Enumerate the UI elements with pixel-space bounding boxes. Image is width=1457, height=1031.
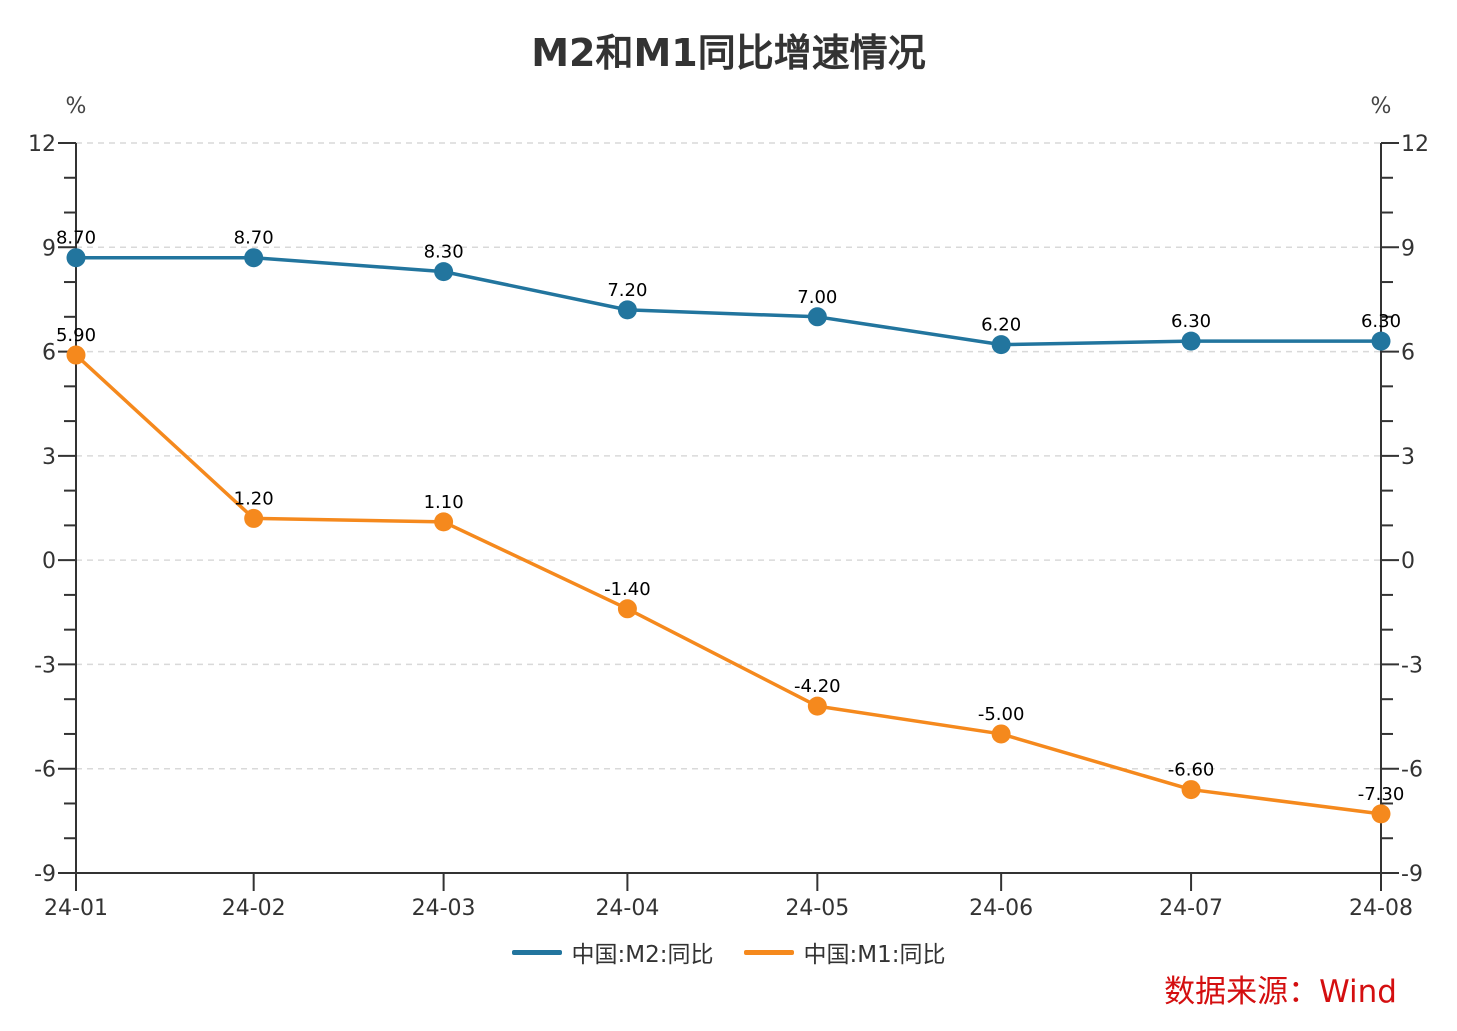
data-label-m2: 8.70 bbox=[234, 228, 274, 249]
y-tick-label-left: -3 bbox=[34, 653, 56, 678]
y-tick-label-left: 12 bbox=[28, 132, 56, 157]
data-point-m1 bbox=[1371, 804, 1391, 824]
data-label-m2: 8.30 bbox=[424, 242, 464, 263]
data-label-m1: 5.90 bbox=[56, 325, 96, 346]
legend: 中国:M2:同比 中国:M1:同比 bbox=[0, 935, 1457, 969]
y-tick-label-right: 0 bbox=[1401, 549, 1415, 574]
x-tick-label: 24-01 bbox=[44, 896, 108, 921]
data-point-m2 bbox=[66, 248, 86, 268]
y-tick-label-left: 6 bbox=[42, 341, 56, 366]
data-point-m1 bbox=[991, 724, 1011, 744]
x-tick-label: 24-07 bbox=[1159, 896, 1223, 921]
data-label-m1: 1.10 bbox=[424, 492, 464, 513]
chart-title: M2和M1同比增速情况 bbox=[531, 31, 926, 75]
legend-item-m1[interactable]: 中国:M1:同比 bbox=[743, 935, 946, 969]
legend-item-m2[interactable]: 中国:M2:同比 bbox=[511, 935, 714, 969]
data-label-m1: -4.20 bbox=[794, 676, 841, 697]
data-point-m1 bbox=[1181, 780, 1201, 800]
series-line-m2 bbox=[76, 255, 1381, 347]
data-point-m2 bbox=[991, 335, 1011, 355]
y-tick-label-left: 3 bbox=[42, 445, 56, 470]
y-axis-unit-left: % bbox=[66, 94, 87, 119]
x-tick-label: 24-04 bbox=[595, 896, 659, 921]
data-label-m1: -1.40 bbox=[604, 579, 651, 600]
y-tick-label-left: 9 bbox=[42, 236, 56, 261]
y-axis-unit-right: % bbox=[1371, 94, 1392, 119]
y-tick-label-right: 3 bbox=[1401, 445, 1415, 470]
data-point-m1 bbox=[617, 599, 637, 619]
data-label-m2: 6.20 bbox=[981, 315, 1021, 336]
data-point-m1 bbox=[244, 508, 264, 528]
data-label-m1: -7.30 bbox=[1358, 784, 1405, 805]
legend-label-m1: 中国:M1:同比 bbox=[803, 942, 946, 968]
data-label-m1: 1.20 bbox=[234, 488, 274, 509]
legend-label-m2: 中国:M2:同比 bbox=[571, 942, 714, 968]
data-point-m2 bbox=[807, 307, 827, 327]
legend-swatch-m1 bbox=[743, 949, 794, 955]
y-tick-label-left: -6 bbox=[34, 758, 56, 783]
y-tick-label-right: -3 bbox=[1401, 653, 1423, 678]
y-tick-label-left: 0 bbox=[42, 549, 56, 574]
y-tick-label-right: -9 bbox=[1401, 862, 1423, 887]
x-tick-label: 24-08 bbox=[1349, 896, 1413, 921]
x-tick-label: 24-02 bbox=[222, 896, 286, 921]
y-tick-label-left: -9 bbox=[34, 862, 56, 887]
y-tick-label-right: -6 bbox=[1401, 758, 1423, 783]
data-point-m1 bbox=[66, 345, 86, 365]
data-label-m2: 6.30 bbox=[1361, 311, 1401, 332]
x-tick-label: 24-06 bbox=[969, 896, 1033, 921]
data-point-m2 bbox=[434, 262, 454, 282]
data-label-m2: 6.30 bbox=[1171, 311, 1211, 332]
data-point-m2 bbox=[244, 248, 264, 268]
data-point-m2 bbox=[1181, 331, 1201, 351]
data-label-m2: 8.70 bbox=[56, 228, 96, 249]
data-label-m1: -6.60 bbox=[1168, 760, 1215, 781]
y-tick-label-right: 9 bbox=[1401, 236, 1415, 261]
data-label-m2: 7.20 bbox=[607, 280, 647, 301]
series-line-m1 bbox=[74, 353, 1382, 816]
x-tick-label: 24-03 bbox=[412, 896, 476, 921]
data-source: 数据来源：Wind bbox=[1164, 974, 1397, 1010]
y-tick-label-right: 12 bbox=[1401, 132, 1429, 157]
data-point-m2 bbox=[1371, 331, 1391, 351]
legend-swatch-m2 bbox=[511, 949, 562, 955]
data-point-m2 bbox=[617, 300, 637, 320]
x-tick-label: 24-05 bbox=[785, 896, 849, 921]
data-point-m1 bbox=[807, 696, 827, 716]
data-point-m1 bbox=[434, 512, 454, 532]
data-label-m1: -5.00 bbox=[978, 704, 1025, 725]
data-label-m2: 7.00 bbox=[797, 287, 837, 308]
y-tick-label-right: 6 bbox=[1401, 341, 1415, 366]
